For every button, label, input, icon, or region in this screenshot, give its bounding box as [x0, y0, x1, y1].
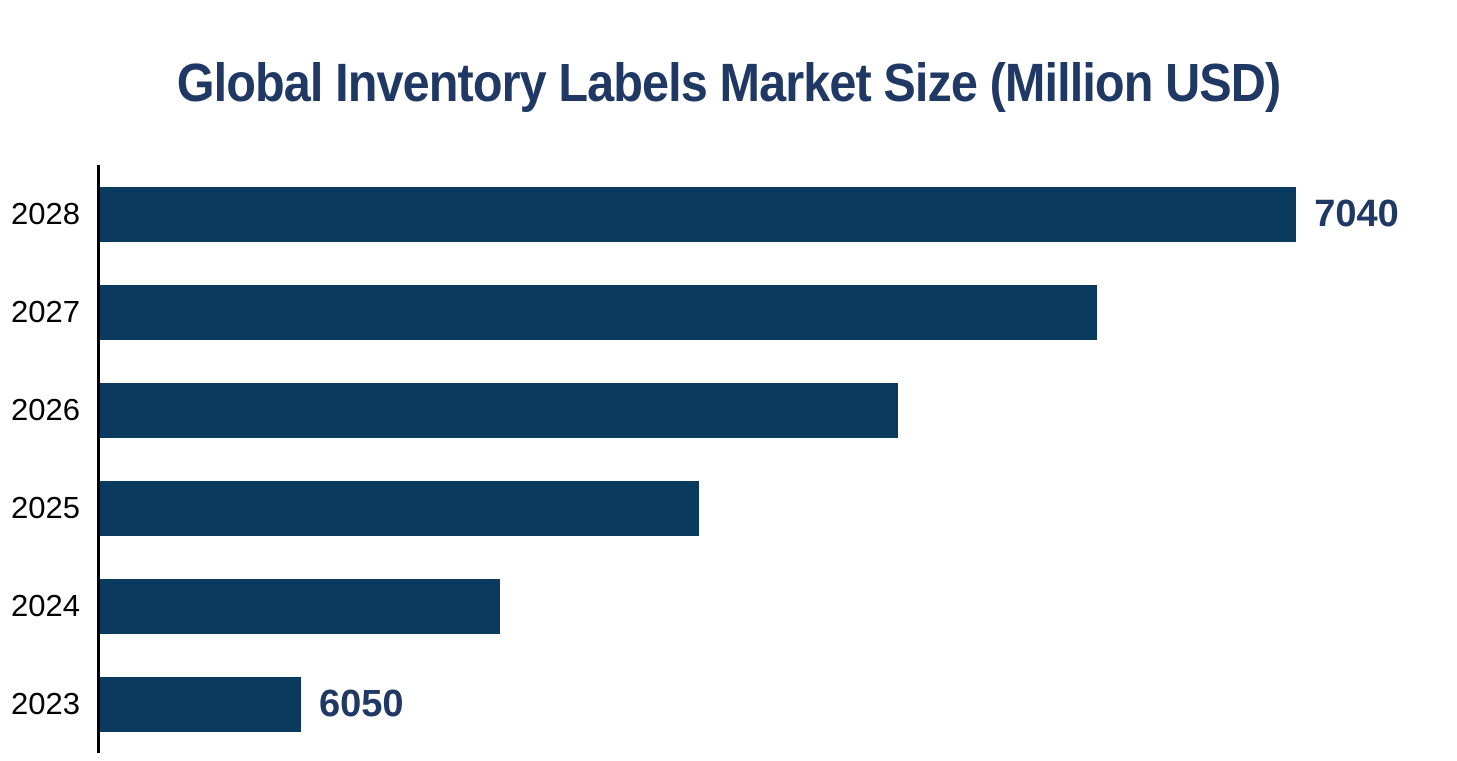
- bar-row: 2024: [11, 557, 1457, 655]
- value-label: 6050: [318, 682, 404, 725]
- category-label: 2026: [11, 392, 80, 427]
- value-label: 7040: [1314, 192, 1399, 235]
- category-label: 2024: [11, 588, 80, 623]
- bar-row: 2023 6050: [11, 655, 1457, 753]
- bar: [100, 676, 301, 732]
- category-label: 2028: [11, 196, 80, 231]
- bar: [100, 186, 1297, 242]
- bar: [100, 480, 700, 536]
- category-label: 2027: [11, 294, 80, 329]
- bar: [100, 382, 899, 438]
- bar-row: 2026: [11, 361, 1457, 459]
- category-label: 2025: [11, 490, 80, 525]
- bar: [100, 578, 501, 634]
- bar-row: 2027: [11, 263, 1457, 361]
- category-label: 2023: [11, 686, 80, 721]
- plot-area: 2028 7040 2027 2026 2025 2024 2023 6050: [11, 165, 1457, 753]
- bar-row: 2025: [11, 459, 1457, 557]
- bar: [100, 284, 1098, 340]
- bar-row: 2028 7040: [11, 165, 1457, 263]
- chart-title: Global Inventory Labels Market Size (Mil…: [176, 53, 1282, 113]
